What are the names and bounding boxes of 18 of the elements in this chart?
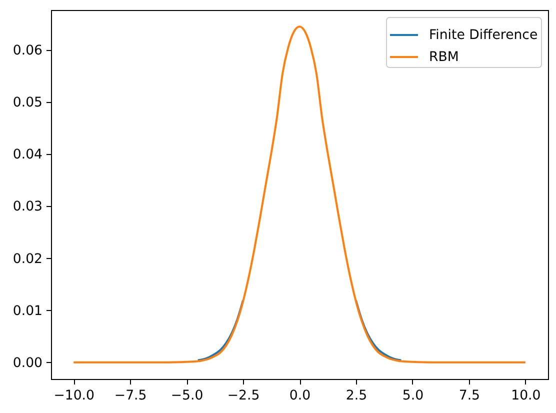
- y-tick-label: 0.06: [12, 44, 42, 59]
- x-tick-label: 7.5: [458, 388, 480, 404]
- x-tick-label: −5.0: [170, 388, 204, 404]
- y-tick-label: 0.00: [12, 356, 42, 371]
- x-tick-label: 10.0: [511, 388, 541, 404]
- y-tick-label: 0.04: [12, 148, 42, 163]
- x-tick-label: 0.0: [289, 388, 311, 404]
- x-tick-label: −10.0: [54, 388, 94, 404]
- legend-label: RBM: [429, 50, 459, 65]
- y-tick-label: 0.05: [12, 96, 42, 111]
- y-tick-label: 0.01: [12, 304, 42, 319]
- x-tick-label: 5.0: [402, 388, 424, 404]
- x-tick-label: 2.5: [346, 388, 368, 404]
- y-tick-label: 0.02: [12, 252, 42, 267]
- legend-label: Finite Difference: [429, 28, 538, 43]
- y-tick-label: 0.03: [12, 200, 42, 215]
- x-tick-label: −7.5: [114, 388, 147, 404]
- x-tick-label: −2.5: [227, 388, 260, 404]
